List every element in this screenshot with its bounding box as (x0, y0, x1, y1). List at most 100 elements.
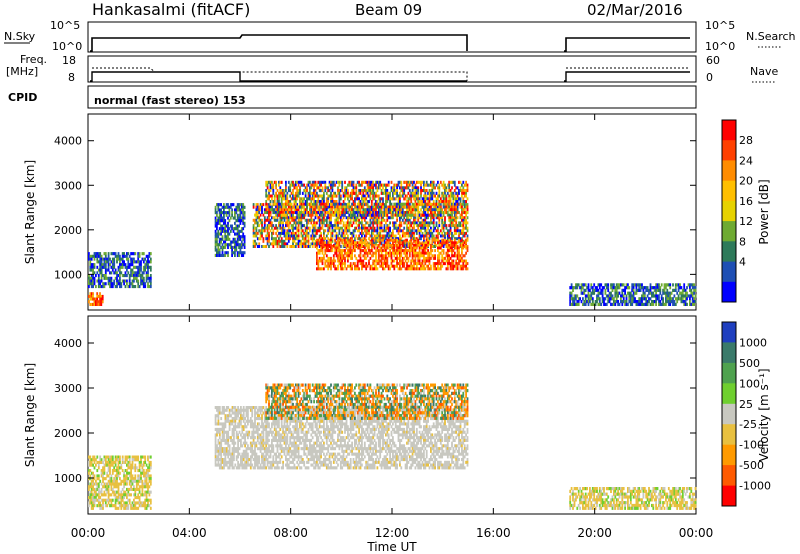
power-cell (446, 191, 449, 195)
power-cell (349, 267, 352, 271)
power-cell (328, 249, 331, 253)
power-cell (133, 285, 135, 289)
power-cell (438, 183, 441, 187)
power-cell (286, 242, 289, 246)
power-cell (446, 213, 449, 217)
power-cell (225, 251, 228, 255)
power-cell (361, 218, 363, 222)
power-cell (131, 257, 134, 261)
power-cell (458, 262, 460, 266)
power-cell (377, 259, 380, 263)
power-cell (373, 216, 376, 220)
power-cell (403, 249, 406, 253)
power-cell (361, 259, 363, 263)
power-cell (372, 189, 375, 193)
power-cell (137, 254, 140, 258)
power-cell (235, 232, 238, 236)
power-cell (144, 268, 147, 272)
power-cell (337, 267, 339, 271)
power-cell (116, 282, 118, 286)
power-cell (392, 194, 394, 198)
power-cell (285, 231, 287, 235)
power-cell (645, 288, 648, 292)
power-cell (597, 297, 600, 301)
power-cell (442, 262, 445, 266)
power-cell (96, 300, 99, 304)
power-cell (463, 226, 466, 230)
power-cell (373, 246, 376, 250)
power-cell (265, 194, 268, 198)
power-cell (406, 254, 408, 258)
power-cell (394, 234, 397, 238)
power-cell (430, 251, 432, 255)
power-cell (441, 254, 444, 258)
power-cell (386, 211, 389, 214)
power-cell (294, 191, 297, 195)
power-cell (372, 259, 375, 263)
power-cell (399, 208, 401, 212)
power-cell (373, 218, 376, 222)
power-cell (316, 205, 318, 209)
power-cell (385, 208, 387, 212)
power-cell (310, 216, 313, 220)
power-cell (418, 197, 421, 201)
power-cell (369, 218, 372, 222)
power-cell (410, 249, 413, 253)
power-cell (341, 205, 344, 209)
power-cell (221, 211, 224, 215)
power-cell (372, 231, 375, 235)
power-cell (373, 213, 376, 217)
power-cell (456, 211, 459, 215)
power-cell (347, 205, 349, 209)
power-cell (356, 213, 359, 217)
power-cell (684, 302, 687, 306)
power-cell (373, 259, 376, 263)
power-colorbar-tick-label: 28 (739, 134, 753, 147)
power-cell (255, 242, 258, 246)
power-cell (268, 218, 270, 222)
power-cell (610, 283, 612, 287)
power-cell (683, 283, 686, 287)
power-cell (221, 253, 224, 257)
power-cell (461, 216, 463, 220)
power-cell (318, 267, 321, 271)
power-cell (300, 231, 303, 235)
power-cell (439, 211, 442, 215)
power-cell (417, 203, 420, 207)
power-cell (239, 229, 242, 233)
power-cell (342, 242, 345, 246)
power-cell (438, 256, 441, 260)
power-cell (406, 218, 408, 222)
power-cell (217, 203, 220, 207)
power-cell (116, 274, 118, 278)
power-cell (407, 205, 410, 209)
power-cell (386, 183, 389, 187)
power-cell (372, 237, 375, 241)
power-cell (283, 202, 286, 206)
power-cell (362, 194, 365, 198)
power-cell (421, 203, 424, 207)
power-cell (403, 226, 406, 230)
power-cell (316, 213, 318, 217)
power-cell (651, 286, 653, 290)
power-cell (313, 202, 315, 206)
power-cell (290, 191, 293, 195)
power-cell (379, 202, 382, 206)
power-cell (456, 254, 459, 258)
power-cell (307, 202, 310, 206)
power-cell (148, 265, 151, 269)
power-cell (366, 211, 369, 215)
power-cell (575, 302, 577, 306)
power-cell (421, 218, 424, 222)
power-cell (445, 231, 448, 235)
power-cell (229, 205, 232, 209)
power-cell (361, 211, 363, 215)
power-cell (349, 183, 352, 187)
power-cell (407, 218, 410, 222)
power-cell (611, 297, 614, 301)
power-cell (349, 246, 352, 250)
power-cell (347, 224, 349, 228)
power-cell (465, 264, 467, 268)
power-cell (344, 213, 346, 217)
power-cell (231, 245, 233, 249)
